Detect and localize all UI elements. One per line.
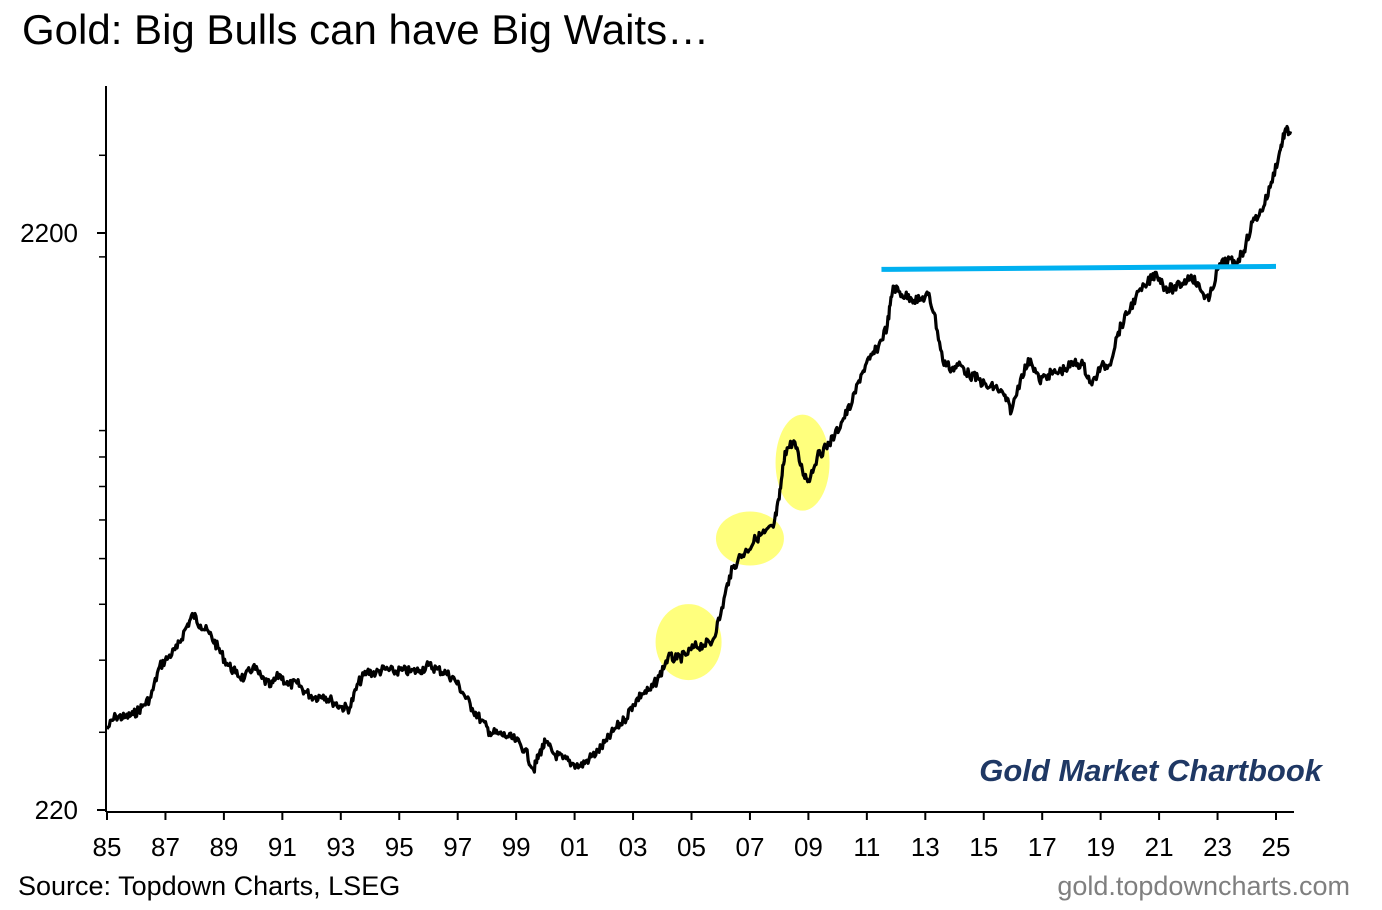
x-tick-label: 25 [1262,832,1291,862]
chart-title: Gold: Big Bulls can have Big Waits… [22,6,710,53]
x-tick-label: 15 [969,832,998,862]
x-tick-label: 11 [853,832,880,862]
x-tick-label: 93 [326,832,355,862]
x-tick-label: 09 [794,832,823,862]
highlight-layer [655,414,830,681]
x-tick-label: 19 [1086,832,1115,862]
x-tick-label: 01 [560,832,589,862]
chartbook-brand: Gold Market Chartbook [979,753,1324,788]
x-tick-label: 13 [911,832,940,862]
x-tick-label: 05 [677,832,706,862]
x-tick-label: 07 [735,832,764,862]
x-tick-label: 97 [443,832,472,862]
gold-price-line [105,124,1293,774]
axes [105,86,1294,813]
source-note: Source: Topdown Charts, LSEG [18,871,401,901]
x-tick-label: 87 [151,832,180,862]
y-tick-label: 2200 [20,218,78,248]
y-tick-label: 220 [35,795,78,825]
website-link[interactable]: gold.topdowncharts.com [1057,871,1350,901]
tick-layer: 220 2200 85 87 89 91 93 95 97 99 01 03 05 07 09 11 13 15 1… [20,154,1291,862]
resistance-line [881,263,1277,272]
series-layer [105,124,1293,774]
x-tick-label: 91 [268,832,297,862]
x-tick-label: 23 [1203,832,1232,862]
x-tick-label: 03 [619,832,648,862]
highlight-ellipse [715,511,784,566]
x-tick-label: 21 [1145,832,1174,862]
x-tick-label: 85 [93,832,122,862]
x-tick-label: 17 [1028,832,1057,862]
x-tick-label: 95 [385,832,414,862]
x-tick-label: 89 [209,832,238,862]
highlight-ellipse [775,414,830,511]
x-tick-label: 99 [502,832,531,862]
